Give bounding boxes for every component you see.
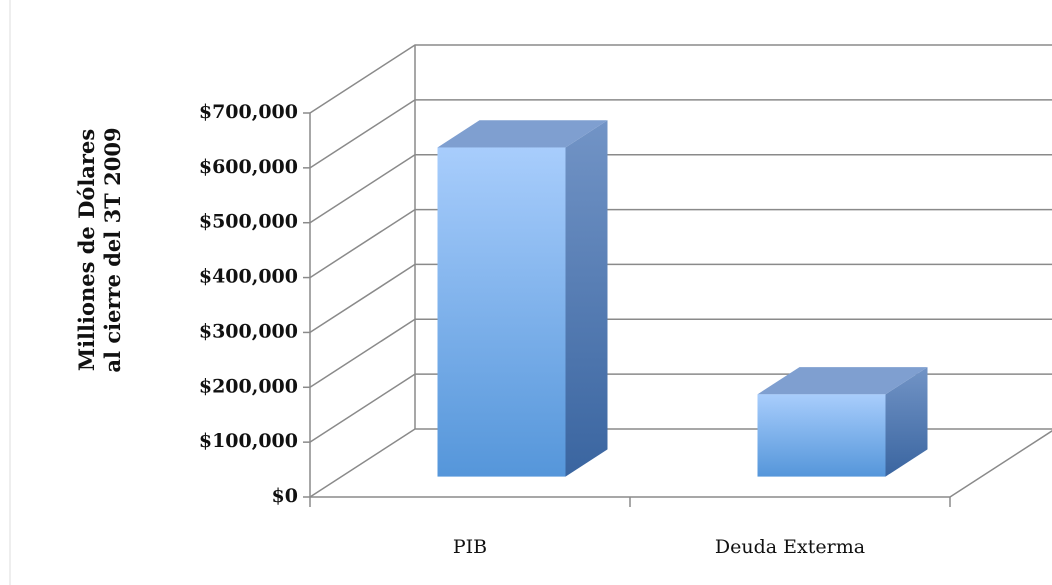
grid-line (309, 428, 1052, 498)
x-tick-label: Deuda Exterma (715, 536, 865, 558)
grid-line (309, 99, 1052, 169)
grid-line (309, 153, 1052, 224)
grid-line (309, 208, 1052, 279)
bars (437, 120, 928, 477)
grid-line (309, 318, 1052, 388)
y-tick-label: $100,000 (199, 430, 298, 452)
grid-line (309, 44, 1052, 114)
bar (757, 367, 928, 477)
y-tick-label: $0 (272, 485, 298, 507)
axes (303, 44, 1052, 507)
bar-top (757, 367, 928, 395)
bar (437, 120, 608, 477)
y-axis-title-line: Milliones de Dólares (74, 129, 99, 371)
grid-line (309, 373, 1052, 443)
y-tick-label: $500,000 (199, 211, 298, 233)
bar-front (757, 394, 886, 477)
bar-top (437, 120, 608, 148)
x-tick-label: PIB (453, 536, 487, 558)
floor-edge (310, 430, 1052, 498)
y-tick-label: $600,000 (199, 156, 298, 178)
y-axis-title-line: al cierre del 3T 2009 (100, 127, 125, 372)
bar-side (565, 120, 608, 477)
y-tick-label: $400,000 (199, 266, 298, 288)
grid-line (309, 263, 1052, 334)
y-tick-label: $300,000 (199, 320, 298, 342)
bar-front (437, 147, 566, 477)
bar-side (885, 367, 928, 477)
y-tick-label: $200,000 (199, 375, 298, 397)
labels: $0 $100,000 $200,000 $300,000 $400,000 $500,0… (74, 101, 866, 558)
y-axis-title: Milliones de Dólaresal cierre del 3T 200… (74, 127, 125, 372)
y-tick-label: $700,000 (199, 101, 298, 123)
